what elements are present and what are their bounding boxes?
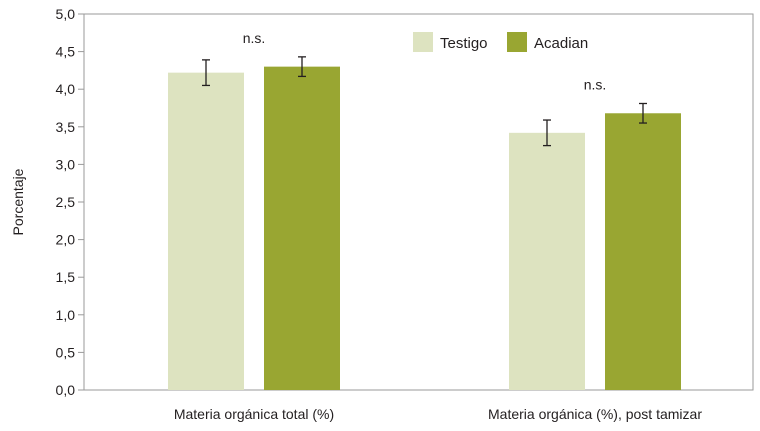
y-axis: 0,0 0,5 1,0 1,5 2,0 2,5 3,0 3,5 4,0 4,5 5,0: [56, 6, 84, 398]
legend-label-acadian: Acadian: [534, 35, 588, 52]
y-tick-label: 1,0: [56, 307, 76, 323]
bar-acadian: [605, 113, 681, 390]
x-category-label: Materia orgánica (%), post tamizar: [488, 406, 702, 422]
significance-label: n.s.: [243, 30, 266, 46]
x-category-label: Materia orgánica total (%): [174, 406, 334, 422]
y-tick-label: 4,0: [56, 81, 76, 97]
bar-acadian: [264, 66, 340, 390]
y-tick-label: 4,5: [56, 44, 76, 60]
bars-group: [168, 66, 681, 391]
y-tick-label: 2,5: [56, 194, 76, 210]
legend-swatch-testigo: [413, 32, 433, 52]
bar-testigo: [168, 72, 244, 390]
significance-label: n.s.: [584, 76, 607, 92]
legend: Testigo Acadian: [413, 32, 588, 52]
error-bars-group: [202, 56, 647, 147]
y-tick-label: 2,0: [56, 232, 76, 248]
y-tick-label: 3,5: [56, 119, 76, 135]
y-tick-label: 5,0: [56, 6, 76, 22]
legend-label-testigo: Testigo: [440, 35, 488, 52]
legend-swatch-acadian: [507, 32, 527, 52]
y-tick-label: 0,5: [56, 344, 76, 360]
y-axis-label: Porcentaje: [10, 168, 26, 235]
annotations-group: n.s. n.s.: [243, 30, 607, 93]
y-tick-label: 1,5: [56, 269, 76, 285]
bar-testigo: [509, 132, 585, 391]
y-tick-label: 3,0: [56, 156, 76, 172]
y-tick-label: 0,0: [56, 382, 76, 398]
x-axis-categories: Materia orgánica total (%) Materia orgáni…: [174, 406, 702, 422]
